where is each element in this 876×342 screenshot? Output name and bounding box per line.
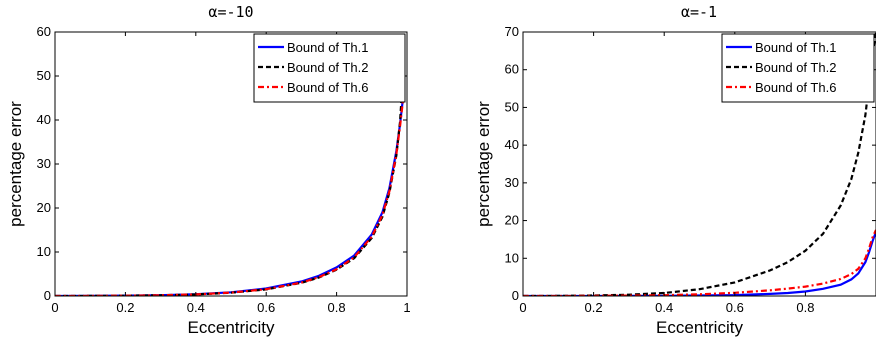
x-tick-label: 0 xyxy=(519,300,526,315)
y-tick-label: 10 xyxy=(37,244,51,259)
x-axis-label: Eccentricity xyxy=(188,318,275,337)
x-tick-label: 0.6 xyxy=(257,300,275,315)
legend: Bound of Th.1 Bound of Th.2 Bound of Th.6 xyxy=(721,33,875,103)
y-tick-label: 40 xyxy=(505,137,519,152)
x-tick-label: 0.4 xyxy=(655,300,673,315)
y-tick-label: 60 xyxy=(505,62,519,77)
legend-box xyxy=(721,33,875,103)
y-tick-label: 40 xyxy=(37,112,51,127)
chart-title: α=-1 xyxy=(681,3,717,21)
legend-label: Bound of Th.1 xyxy=(287,40,368,55)
legend-label: Bound of Th.2 xyxy=(755,60,836,75)
x-tick-label: 0.6 xyxy=(726,300,744,315)
plot-frame xyxy=(522,31,876,297)
series-line-3 xyxy=(55,95,405,296)
legend-label: Bound of Th.6 xyxy=(755,80,836,95)
x-tick-label: 0.2 xyxy=(585,300,603,315)
series-line-1 xyxy=(55,93,405,296)
legend: Bound of Th.1 Bound of Th.2 Bound of Th.6 xyxy=(253,33,406,103)
y-tick-label: 30 xyxy=(505,175,519,190)
x-tick-label: 0.2 xyxy=(116,300,134,315)
legend-label: Bound of Th.6 xyxy=(287,80,368,95)
chart-title: α=-10 xyxy=(208,3,253,21)
legend-label: Bound of Th.1 xyxy=(755,40,836,55)
y-axis-label: percentage error xyxy=(474,101,493,227)
y-tick-label: 50 xyxy=(505,99,519,114)
y-tick-label: 10 xyxy=(505,250,519,265)
chart-panel-2: α=-1 0 0.2 0.4 0.6 0.8 0 10 20 30 40 50 60 70 Eccentri… xyxy=(474,3,876,337)
y-tick-label: 30 xyxy=(37,156,51,171)
x-tick-label: 0 xyxy=(51,300,58,315)
x-tick-label: 0.4 xyxy=(187,300,205,315)
y-axis-label: percentage error xyxy=(6,101,25,227)
legend-box xyxy=(253,33,406,103)
y-tick-label: 0 xyxy=(44,288,51,303)
x-axis-label: Eccentricity xyxy=(656,318,743,337)
y-tick-label: 20 xyxy=(37,200,51,215)
x-tick-label: 0.8 xyxy=(796,300,814,315)
x-tick-label: 1 xyxy=(403,300,410,315)
series-line-3 xyxy=(523,229,876,296)
y-tick-label: 60 xyxy=(37,24,51,39)
y-tick-label: 20 xyxy=(505,213,519,228)
chart-panel-1: α=-100 0.2 0.4 0.6 0.8 10102030405060Eccentri… xyxy=(6,3,411,337)
y-tick-label: 0 xyxy=(512,288,519,303)
y-tick-label: 50 xyxy=(37,68,51,83)
legend-label: Bound of Th.2 xyxy=(287,60,368,75)
series-line-1 xyxy=(523,231,876,296)
y-tick-label: 70 xyxy=(505,24,519,39)
x-tick-label: 0.8 xyxy=(328,300,346,315)
